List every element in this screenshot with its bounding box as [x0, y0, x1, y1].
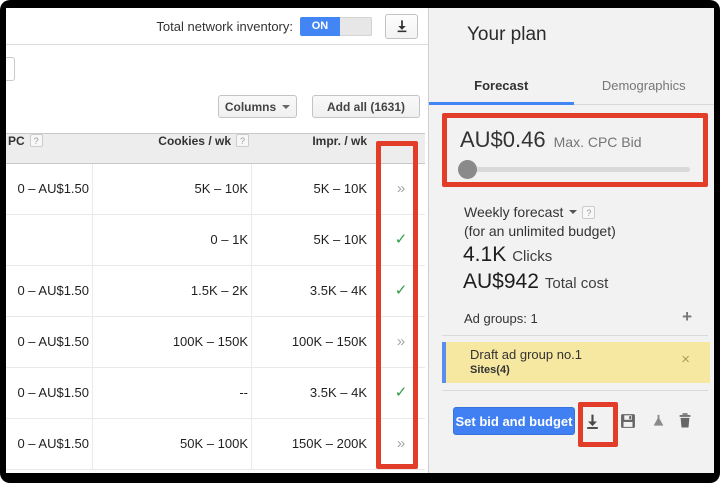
row-status-icon[interactable]: ✓ — [394, 282, 408, 299]
columns-button-label: Columns — [224, 99, 277, 114]
cpc-cell: 0 – AU$1.50 — [17, 181, 89, 196]
table-row[interactable]: 0 – AU$1.50 5K – 10K 5K – 10K » — [6, 164, 425, 215]
save-plan-button[interactable] — [620, 413, 636, 429]
set-bid-and-budget-button[interactable]: Set bid and budget — [453, 407, 575, 435]
ad-groups-label: Ad groups: 1 — [464, 311, 538, 326]
add-ad-group-plus-icon[interactable]: + — [682, 307, 692, 326]
your-plan-panel: Your plan Forecast Demographics AU$0.46 M… — [428, 8, 714, 473]
table-row[interactable]: 0 – AU$1.50 50K – 100K 150K – 200K » — [6, 419, 425, 470]
draft-ad-group-card[interactable]: Draft ad group no.1 Sites(4) × — [442, 342, 710, 383]
max-cpc-bid-value: AU$0.46 — [460, 127, 546, 152]
tab-forecast[interactable]: Forecast — [429, 69, 574, 105]
close-icon[interactable]: × — [681, 351, 690, 368]
columns-button[interactable]: Columns — [218, 95, 297, 118]
column-header-impr: Impr. / wk — [251, 134, 377, 163]
help-icon[interactable]: ? — [29, 134, 43, 147]
row-status-icon[interactable]: » — [396, 333, 406, 350]
download-button[interactable] — [385, 13, 418, 39]
cookies-cell: -- — [92, 368, 251, 418]
row-status-icon[interactable]: ✓ — [394, 231, 408, 248]
help-icon[interactable]: ? — [236, 134, 249, 147]
cpc-cell: 0 – AU$1.50 — [17, 385, 89, 400]
impr-cell: 150K – 200K — [251, 419, 377, 469]
table-row[interactable]: 0 – 1K 5K – 10K ✓ — [6, 215, 425, 266]
cpc-cell: 0 – AU$1.50 — [17, 436, 89, 451]
toggle-on-segment[interactable]: ON — [300, 16, 340, 36]
weekly-forecast-label: Weekly forecast — [464, 204, 564, 220]
clicks-value: 4.1K — [463, 243, 507, 266]
row-status-icon[interactable]: » — [396, 435, 406, 452]
table-row[interactable]: 0 – AU$1.50 100K – 150K 100K – 150K » — [6, 317, 425, 368]
clicks-label: Clicks — [512, 248, 553, 265]
table-row[interactable]: 0 – AU$1.50 1.5K – 2K 3.5K – 4K ✓ — [6, 266, 425, 317]
bid-slider-track[interactable] — [458, 160, 690, 179]
total-network-inventory-label: Total network inventory: — [156, 18, 293, 34]
experiment-flask-icon — [652, 414, 665, 427]
total-cost-label: Total cost — [544, 275, 609, 292]
max-cpc-bid-label: Max. CPC Bid — [553, 134, 642, 150]
column-header-cookies: Cookies / wk? — [92, 134, 251, 163]
cpc-cell — [6, 215, 92, 265]
weekly-forecast-heading: Weekly forecast ? — [464, 204, 596, 220]
impr-cell: 3.5K – 4K — [251, 266, 377, 316]
bid-slider-knob[interactable] — [458, 160, 477, 179]
toggle-off-segment[interactable] — [340, 16, 372, 36]
impr-cell: 5K – 10K — [251, 215, 377, 265]
draft-ad-group-sites: Sites(4) — [470, 364, 510, 376]
total-cost-value: AU$942 — [463, 270, 539, 293]
top-bar: Total network inventory: ON — [6, 8, 428, 45]
dropdown-caret-icon[interactable] — [569, 210, 578, 214]
row-status-icon[interactable]: » — [396, 180, 406, 197]
download-plan-button[interactable] — [583, 412, 601, 430]
tab-demographics[interactable]: Demographics — [601, 78, 686, 93]
impr-cell: 100K – 150K — [251, 317, 377, 367]
delete-plan-button[interactable] — [678, 412, 692, 429]
impr-cell: 3.5K – 4K — [251, 368, 377, 418]
plan-tabs: Forecast Demographics — [429, 69, 714, 105]
experiment-button[interactable] — [651, 413, 666, 428]
divider — [442, 335, 708, 336]
column-header-cpc: PC? — [6, 134, 92, 163]
clicks-metric: 4.1K Clicks — [463, 243, 552, 267]
cookies-header-label: Cookies / wk — [158, 134, 231, 148]
panel-title: Your plan — [467, 24, 547, 45]
total-cost-metric: AU$942 Total cost — [463, 270, 608, 294]
add-all-button[interactable]: Add all (1631) — [312, 95, 420, 118]
cookies-cell: 50K – 100K — [92, 419, 251, 469]
add-all-button-label: Add all (1631) — [326, 99, 406, 114]
save-floppy-icon — [620, 413, 636, 429]
display-planner-content: Total network inventory: ON Columns Add … — [6, 8, 714, 473]
column-header-status — [377, 134, 424, 163]
impr-cell: 5K – 10K — [251, 164, 377, 214]
download-icon — [584, 413, 601, 430]
inventory-table: PC? Cookies / wk? Impr. / wk 0 – AU$1.50… — [6, 133, 425, 470]
row-status-icon[interactable]: ✓ — [394, 384, 408, 401]
cookies-cell: 5K – 10K — [92, 164, 251, 214]
table-header-row: PC? Cookies / wk? Impr. / wk — [6, 133, 425, 164]
unlimited-budget-note: (for an unlimited budget) — [464, 223, 616, 239]
cpc-cell: 0 – AU$1.50 — [17, 334, 89, 349]
cookies-cell: 0 – 1K — [92, 215, 251, 265]
cookies-cell: 100K – 150K — [92, 317, 251, 367]
divider — [442, 390, 708, 391]
max-cpc-bid-section: AU$0.46 Max. CPC Bid — [443, 113, 709, 187]
table-row[interactable]: 0 – AU$1.50 -- 3.5K – 4K ✓ — [6, 368, 425, 419]
cpc-cell: 0 – AU$1.50 — [17, 283, 89, 298]
impr-header-label: Impr. / wk — [312, 134, 367, 148]
download-icon — [395, 19, 409, 33]
trash-icon — [678, 412, 692, 429]
cpc-header-label: PC — [8, 134, 25, 148]
help-icon[interactable]: ? — [582, 205, 596, 219]
clipped-button-fragment[interactable] — [6, 57, 15, 81]
dropdown-caret-icon — [282, 104, 291, 109]
draft-ad-group-title: Draft ad group no.1 — [470, 347, 583, 362]
cookies-cell: 1.5K – 2K — [92, 266, 251, 316]
inventory-toggle[interactable]: ON — [300, 16, 372, 36]
